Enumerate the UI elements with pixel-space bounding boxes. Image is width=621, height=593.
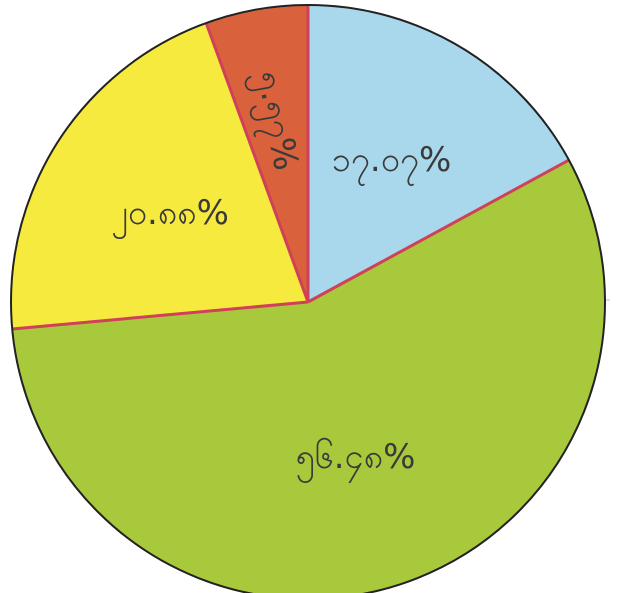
value-label: ၁၇.၀၇% [332, 140, 452, 186]
value-label: ၅၆.၄၈% [295, 437, 415, 483]
pie-outline [10, 4, 606, 593]
pie-slice [206, 5, 308, 302]
value-label: ၂၀.၈၈% [111, 193, 229, 239]
slice-divider [204, 22, 310, 303]
pie-slice [12, 160, 605, 593]
slice-divider [307, 158, 570, 304]
slice-divider [12, 300, 309, 331]
